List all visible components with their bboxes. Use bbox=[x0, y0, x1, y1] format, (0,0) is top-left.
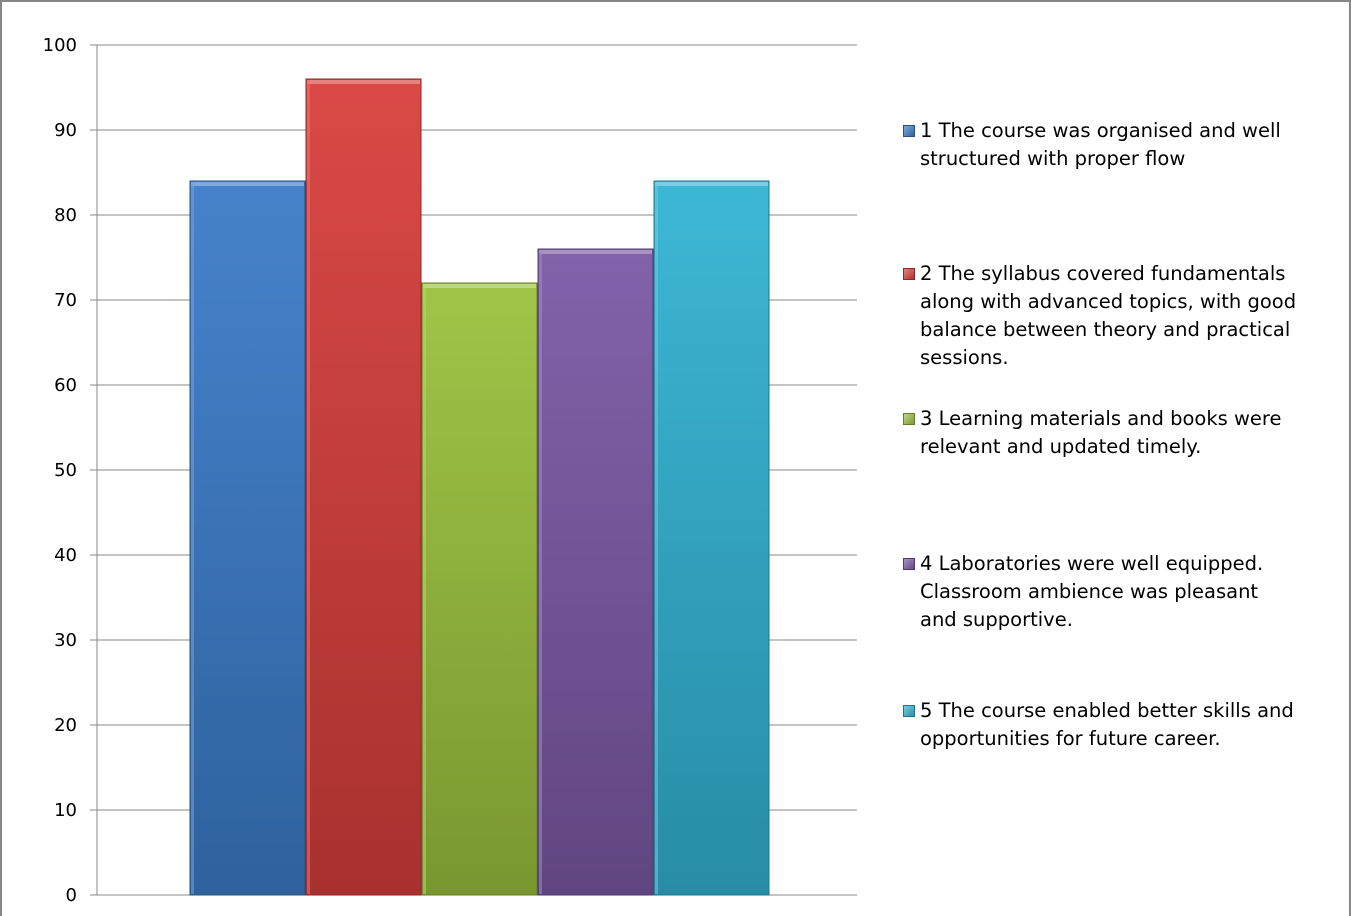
legend-item-3: 3 Learning materials and books were rele… bbox=[900, 405, 1340, 461]
legend-label-3: 3 Learning materials and books were rele… bbox=[920, 407, 1282, 458]
legend-swatch-5 bbox=[903, 705, 915, 717]
bar-4-highlight bbox=[539, 250, 652, 254]
legend-swatch-4 bbox=[903, 558, 915, 570]
legend-item-4: 4 Laboratories were well equipped. Class… bbox=[900, 550, 1340, 634]
bar-4-edge bbox=[539, 250, 542, 894]
legend-swatch-3 bbox=[903, 413, 915, 425]
bar-5-highlight bbox=[655, 182, 768, 186]
y-tick-label: 60 bbox=[54, 375, 77, 396]
bar-5 bbox=[653, 180, 770, 896]
y-tick-label: 0 bbox=[66, 885, 77, 906]
bar-3-highlight bbox=[423, 284, 536, 288]
bar-1-highlight bbox=[191, 182, 304, 186]
y-tick-label: 80 bbox=[54, 205, 77, 226]
y-tick-label: 100 bbox=[43, 35, 77, 56]
bar-2-highlight bbox=[307, 80, 420, 84]
legend-label-2: 2 The syllabus covered fundamentals alon… bbox=[920, 262, 1297, 369]
bar-2 bbox=[305, 78, 422, 896]
bar-4 bbox=[537, 248, 654, 896]
legend-swatch-2 bbox=[903, 268, 915, 280]
legend: 1 The course was organised and well stru… bbox=[900, 0, 1340, 916]
bar-3-edge bbox=[423, 284, 426, 894]
y-tick-label: 20 bbox=[54, 715, 77, 736]
y-tick-label: 10 bbox=[54, 800, 77, 821]
legend-item-1: 1 The course was organised and well stru… bbox=[900, 117, 1340, 173]
bar-3 bbox=[421, 282, 538, 896]
legend-label-4: 4 Laboratories were well equipped. Class… bbox=[920, 552, 1264, 631]
legend-item-5: 5 The course enabled better skills and o… bbox=[900, 697, 1340, 753]
y-tick-label: 50 bbox=[54, 460, 77, 481]
legend-label-1: 1 The course was organised and well stru… bbox=[920, 119, 1281, 170]
bar-1-edge bbox=[191, 182, 194, 894]
bar-2-edge bbox=[307, 80, 310, 894]
legend-swatch-1 bbox=[903, 125, 915, 137]
y-tick-label: 90 bbox=[54, 120, 77, 141]
y-tick-label: 70 bbox=[54, 290, 77, 311]
legend-label-5: 5 The course enabled better skills and o… bbox=[920, 699, 1294, 750]
y-tick-label: 40 bbox=[54, 545, 77, 566]
bars bbox=[189, 78, 770, 896]
legend-item-2: 2 The syllabus covered fundamentals alon… bbox=[900, 260, 1340, 372]
bar-1 bbox=[189, 180, 306, 896]
y-tick-label: 30 bbox=[54, 630, 77, 651]
bar-5-edge bbox=[655, 182, 658, 894]
